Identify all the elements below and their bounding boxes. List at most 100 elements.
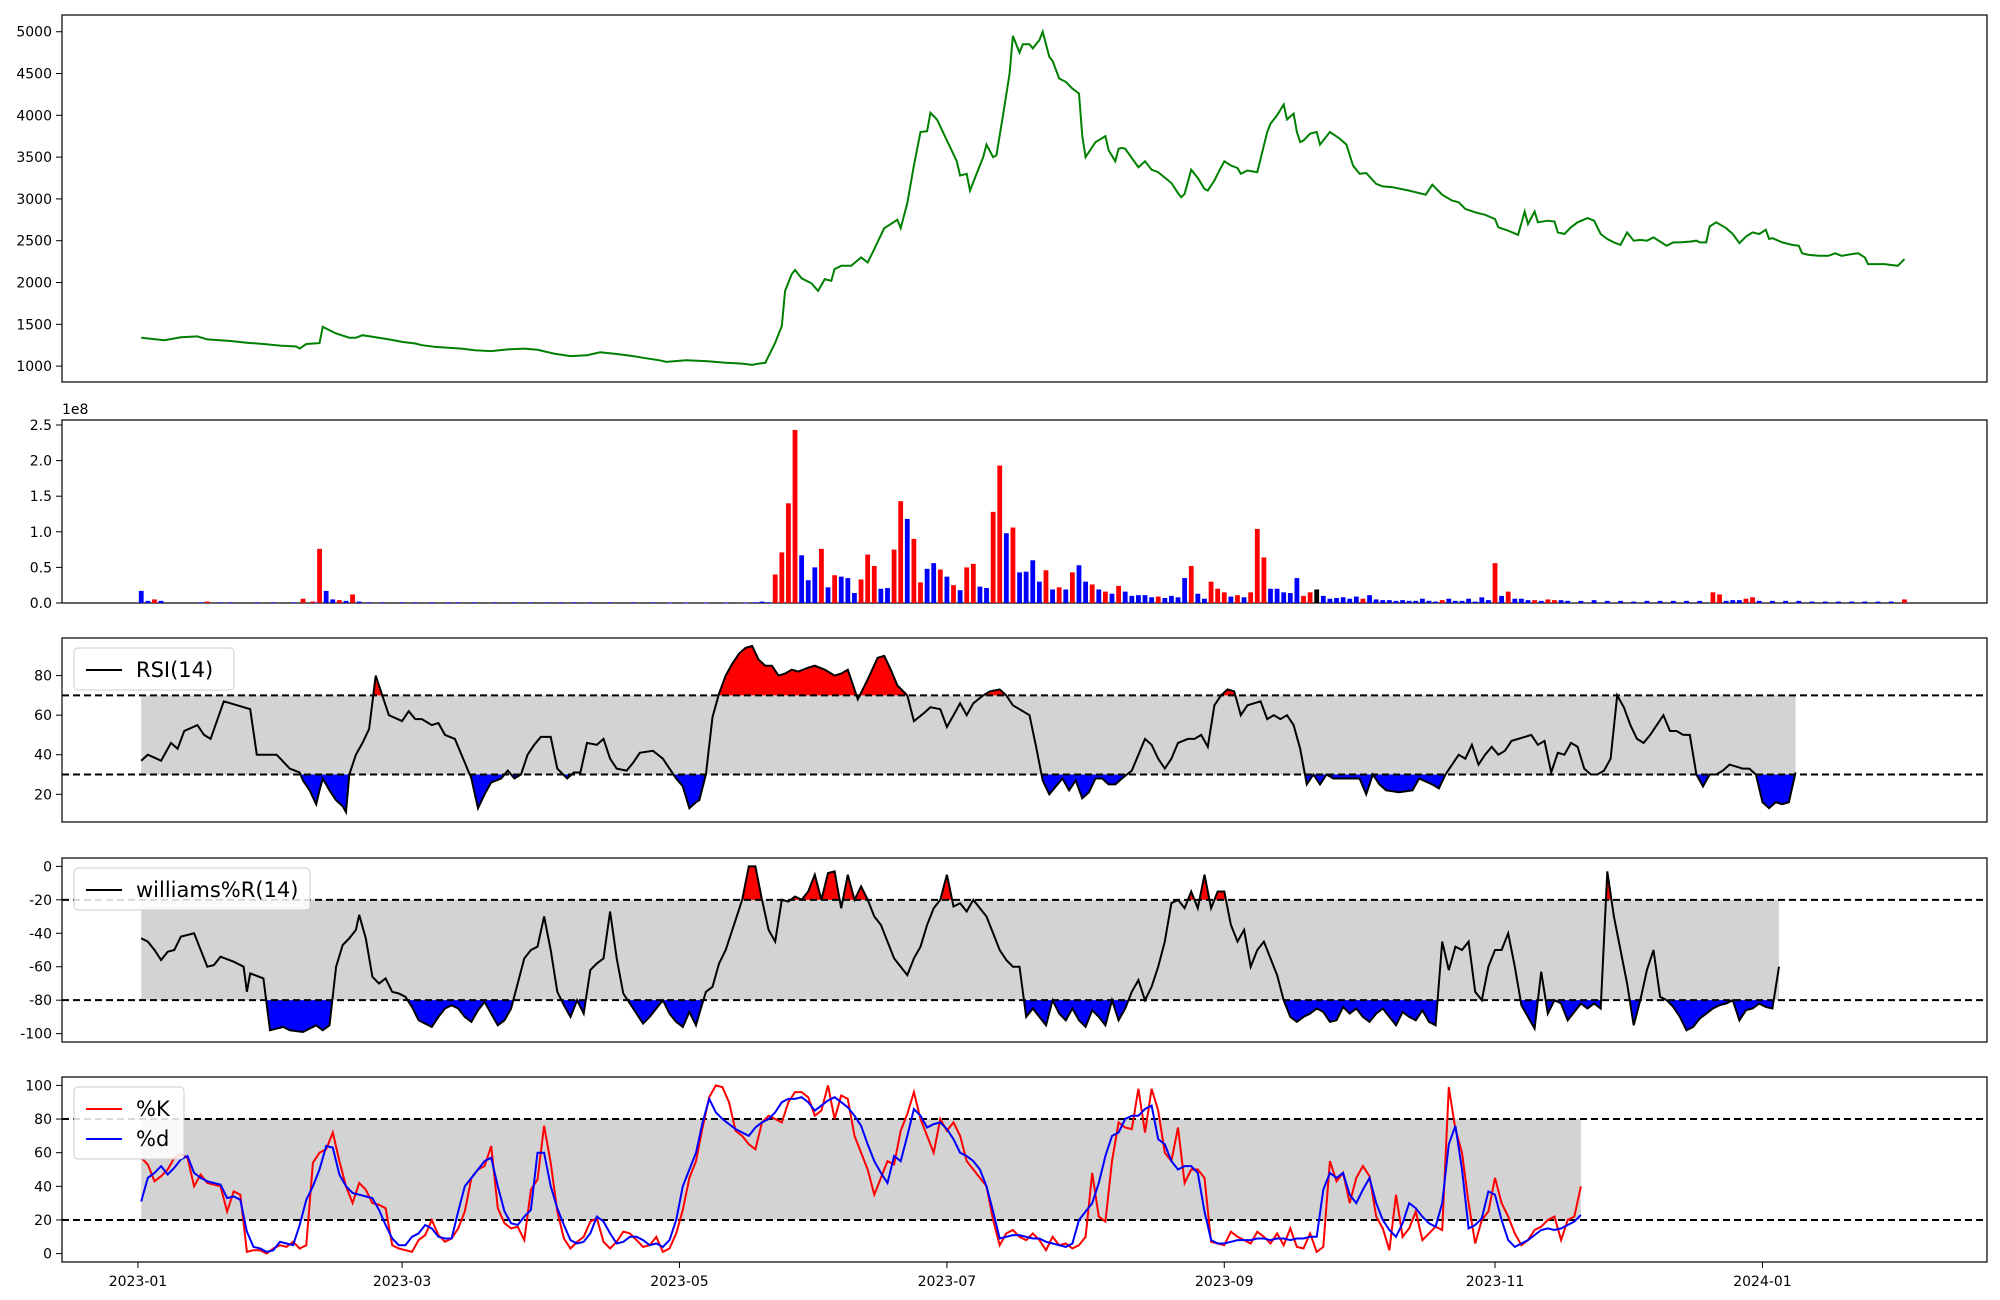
williams-overbought-fill [940, 874, 953, 900]
volume-bar [997, 465, 1003, 603]
volume-bar [1043, 570, 1049, 603]
volume-bar [399, 602, 405, 604]
volume-bar [1888, 601, 1894, 603]
volume-bar [472, 602, 478, 604]
volume-bar [1221, 592, 1227, 603]
volume-bar [1202, 598, 1207, 603]
x-tick-label: 2023-05 [650, 1274, 709, 1290]
rsi-ytick-label: 40 [34, 748, 52, 764]
williams-overbought-fill [854, 886, 868, 900]
rsi-oversold-fill [1313, 774, 1327, 785]
volume-bar [1169, 595, 1174, 603]
volume-bar [1274, 588, 1280, 603]
rsi-oversold-fill [1696, 774, 1710, 787]
williams-oversold-fill [407, 1000, 514, 1027]
volume-bar [667, 602, 672, 604]
volume-bar [805, 580, 811, 603]
volume-bar [1056, 587, 1062, 603]
rsi-oversold-fill [1326, 774, 1373, 795]
volume-bar [1050, 589, 1055, 603]
volume-bar [1023, 571, 1029, 603]
volume-bar [1254, 528, 1260, 603]
volume-bar [871, 565, 877, 603]
volume-bar [799, 555, 805, 603]
williams-oversold-fill [561, 1000, 578, 1017]
volume-bar [723, 602, 729, 604]
volume-bar [891, 549, 897, 603]
volume-bar [1538, 600, 1544, 603]
williams-oversold-fill [1520, 1000, 1538, 1029]
volume-bar [254, 602, 260, 604]
volume-bar [1862, 601, 1868, 603]
volume-bar [204, 601, 210, 603]
volume-bar [1604, 600, 1610, 603]
volume-bar [1657, 600, 1663, 603]
stochastic-band [141, 1119, 1581, 1220]
volume-bar [1558, 600, 1564, 603]
volume-bar [865, 554, 871, 603]
volume-bar [270, 602, 276, 604]
volume-bar [1836, 601, 1841, 603]
volume-bar [786, 503, 791, 603]
volume-bar [158, 600, 164, 603]
volume-bar [317, 548, 322, 603]
volume-bar [1380, 600, 1386, 603]
volume-bar [1307, 592, 1313, 603]
volume-bar [743, 602, 748, 604]
rsi-legend [73, 647, 235, 691]
volume-bar [1155, 596, 1161, 603]
price-ytick-label: 1000 [16, 359, 52, 375]
volume-bar [1400, 600, 1405, 603]
volume-bar [455, 602, 461, 604]
volume-bar [1499, 595, 1505, 603]
volume-bar [1228, 596, 1234, 603]
volume-bar [1406, 600, 1412, 603]
volume-bar [832, 575, 838, 603]
price-ytick-label: 2500 [16, 234, 52, 250]
volume-bar [1426, 600, 1432, 603]
stochastic-legend-label: %K [136, 1097, 171, 1121]
price-panel-frame [61, 14, 1988, 383]
volume-bar [990, 511, 996, 603]
williams-line [140, 865, 1780, 1034]
volume-bar [511, 602, 517, 604]
volume-bar [1644, 600, 1650, 603]
x-tick-label: 2024-01 [1733, 1274, 1792, 1290]
volume-ytick-label: 2.5 [30, 418, 52, 434]
volume-bar [1756, 600, 1762, 603]
volume-bar [300, 598, 306, 603]
volume-bar [1492, 563, 1498, 603]
volume-bar [1670, 600, 1676, 603]
williams-ytick-label: 0 [43, 859, 52, 875]
volume-bar [1849, 601, 1855, 603]
williams-overbought-fill [1199, 874, 1210, 900]
volume-bar [1809, 601, 1815, 603]
volume-bar [323, 590, 329, 603]
volume-bar [845, 578, 851, 603]
volume-bar [1373, 599, 1379, 603]
volume-bar [1334, 598, 1339, 603]
williams-ytick-label: -100 [20, 1027, 52, 1043]
volume-bar [1089, 584, 1095, 603]
volume-bar [812, 567, 818, 603]
volume-bar [951, 585, 956, 603]
volume-bar [630, 602, 636, 604]
williams-overbought-fill [801, 874, 822, 900]
volume-bar [1519, 598, 1524, 603]
volume-bar [1301, 595, 1306, 603]
price-ytick-label: 3500 [16, 150, 52, 166]
volume-bar [1565, 600, 1571, 603]
volume-bar [1360, 598, 1366, 603]
volume-bar [1618, 600, 1623, 603]
volume-bar [528, 602, 534, 604]
volume-bar [1116, 585, 1121, 603]
volume-bar [412, 602, 418, 604]
volume-bar [558, 602, 563, 604]
volume-bar [1261, 557, 1267, 603]
volume-bar [1730, 600, 1736, 603]
volume-bar [492, 602, 497, 604]
williams-band [141, 899, 1779, 1001]
price-ytick-label: 4500 [16, 67, 52, 83]
volume-ytick-label: 1.5 [30, 489, 52, 505]
volume-bar [330, 599, 336, 603]
